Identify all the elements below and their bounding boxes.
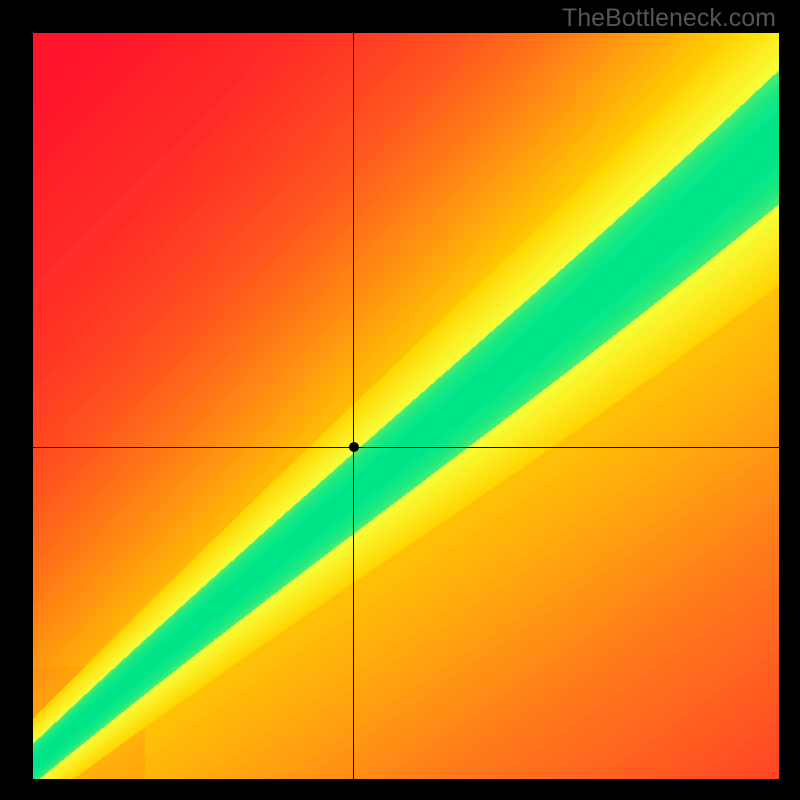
plot-frame xyxy=(33,33,779,779)
bottleneck-heatmap xyxy=(33,33,779,779)
watermark-text: TheBottleneck.com xyxy=(562,4,776,33)
